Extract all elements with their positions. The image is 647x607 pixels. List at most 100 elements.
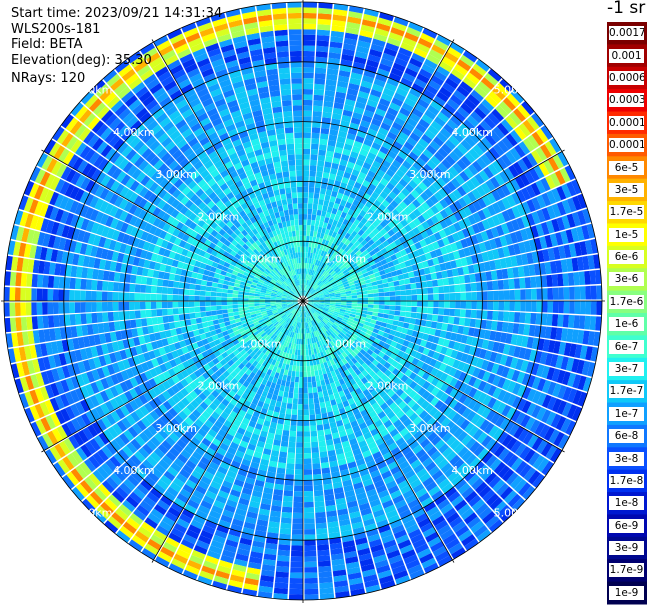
heatmap-cell — [307, 382, 313, 388]
heatmap-cell — [303, 371, 307, 378]
heatmap-cell — [311, 214, 317, 221]
heatmap-cell — [551, 314, 559, 327]
heatmap-cell — [361, 232, 368, 240]
heatmap-cell — [36, 302, 43, 315]
heatmap-cell — [183, 295, 189, 301]
heatmap-cell — [493, 290, 499, 300]
heatmap-cell — [308, 398, 314, 405]
heatmap-cell — [308, 349, 312, 355]
heatmap-cell — [304, 518, 315, 524]
heatmap-cell — [309, 263, 313, 270]
heatmap-cell — [295, 458, 303, 465]
heatmap-cell — [355, 51, 368, 60]
heatmap-cell — [311, 290, 317, 295]
heatmap-cell — [384, 112, 396, 122]
heatmap-cell — [329, 41, 343, 49]
heatmap-cell — [369, 165, 379, 174]
heatmap-cell — [341, 54, 354, 62]
heatmap-cell — [304, 290, 307, 296]
heatmap-cell — [139, 301, 146, 310]
heatmap-cell — [146, 277, 153, 286]
heatmap-cell — [367, 152, 377, 161]
heatmap-cell — [326, 184, 334, 191]
heatmap-cell — [294, 485, 303, 492]
heatmap-cell — [319, 402, 326, 409]
heatmap-cell — [345, 166, 353, 174]
heatmap-cell — [285, 468, 295, 475]
heatmap-cell — [134, 301, 141, 310]
heatmap-cell — [332, 273, 339, 279]
heatmap-cell — [96, 312, 103, 323]
heatmap-cell — [223, 317, 230, 323]
heatmap-cell — [201, 316, 208, 323]
heatmap-cell — [96, 302, 103, 312]
heatmap-cell — [421, 133, 433, 144]
heatmap-cell — [392, 173, 402, 183]
heatmap-cell — [314, 182, 322, 189]
heatmap-cell — [381, 199, 390, 208]
heatmap-cell — [347, 209, 355, 216]
heatmap-cell — [150, 293, 157, 301]
heatmap-cell — [347, 88, 359, 96]
heatmap-cell — [325, 189, 332, 196]
heatmap-cell — [453, 316, 460, 325]
heatmap-cell — [303, 61, 315, 68]
heatmap-cell — [298, 393, 303, 399]
heatmap-cell — [502, 97, 517, 111]
heatmap-cell — [210, 306, 217, 311]
heatmap-cell — [319, 282, 324, 288]
heatmap-cell — [525, 301, 532, 312]
heatmap-cell — [341, 258, 348, 265]
heatmap-cell — [359, 85, 371, 94]
heatmap-cell — [406, 92, 419, 103]
heatmap-cell — [311, 441, 319, 448]
heatmap-cell — [205, 296, 211, 301]
heatmap-cell — [42, 288, 48, 301]
heatmap-cells — [4, 2, 602, 600]
heatmap-cell — [433, 70, 447, 82]
heatmap-cell — [482, 291, 488, 301]
heatmap-cell — [303, 116, 312, 122]
heatmap-cell — [303, 34, 316, 41]
heatmap-cell — [368, 231, 376, 239]
heatmap-cell — [162, 315, 169, 324]
heatmap-cell — [422, 178, 432, 188]
heatmap-cell — [309, 288, 314, 293]
heatmap-cell — [311, 219, 316, 226]
heatmap-cell — [304, 284, 307, 291]
heatmap-cell — [370, 242, 378, 250]
heatmap-cell — [380, 58, 394, 68]
heatmap-cell — [442, 315, 449, 324]
heatmap-cell — [379, 191, 388, 200]
heatmap-cell — [389, 305, 396, 311]
heatmap-cell — [441, 143, 453, 155]
heatmap-cell — [596, 301, 602, 316]
heatmap-cell — [304, 496, 314, 503]
heatmap-cell — [433, 301, 439, 308]
heatmap-cell — [310, 247, 314, 254]
heatmap-cell — [314, 490, 324, 497]
heatmap-cell — [412, 199, 421, 208]
heatmap-cell — [292, 529, 303, 535]
heatmap-cell — [351, 145, 361, 154]
heatmap-cell — [373, 113, 384, 122]
heatmap-cell — [509, 111, 522, 126]
heatmap-cell — [194, 284, 201, 291]
heatmap-cell — [338, 216, 345, 224]
heatmap-cell — [411, 108, 424, 118]
heatmap-cell — [341, 298, 347, 301]
heatmap-cell — [356, 291, 363, 295]
heatmap-cell — [306, 235, 310, 242]
heatmap-cell — [112, 292, 119, 301]
heatmap-cell — [318, 440, 326, 447]
heatmap-cell — [393, 315, 400, 321]
heatmap-cell — [373, 297, 380, 301]
heatmap-cell — [314, 187, 321, 194]
heatmap-cell — [362, 294, 369, 298]
heatmap-cell — [303, 333, 305, 340]
heatmap-cell — [382, 52, 396, 62]
heatmap-cell — [305, 285, 308, 291]
heatmap-cell — [438, 293, 445, 301]
heatmap-cell — [304, 545, 317, 552]
heatmap-cell — [309, 165, 317, 172]
